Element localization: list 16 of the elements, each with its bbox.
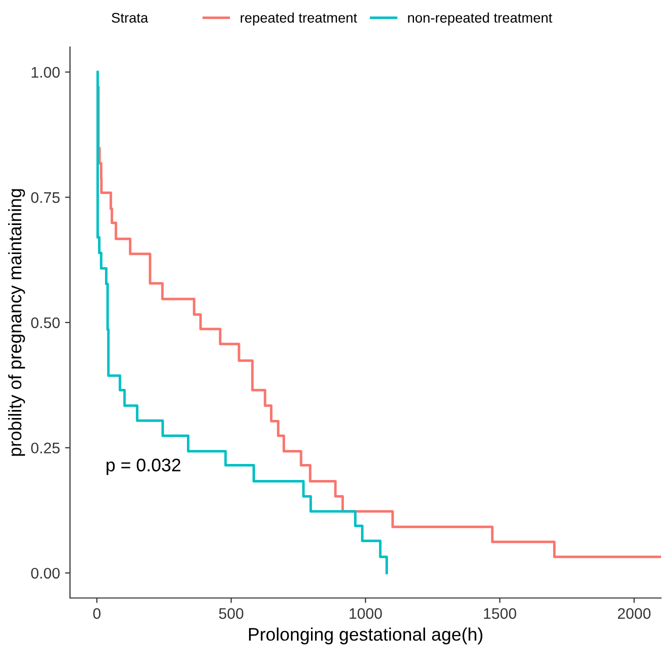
y-tick-label: 0.75 (31, 192, 60, 203)
x-tick-label: 500 (219, 608, 244, 619)
y-tick-label: 1.00 (32, 66, 60, 78)
annotation: p = 0.032 (106, 458, 180, 476)
x-axis-title: Prolonging gestational age(h) (249, 628, 482, 644)
legend-label: non-repeated treatment (408, 12, 552, 26)
y-axis-title: probility of pregnancy maintaining (8, 189, 25, 456)
y-tick-label: 0.25 (31, 442, 60, 454)
legend-label: repeated treatment (240, 12, 358, 26)
y-tick-label: 0.00 (31, 568, 60, 579)
x-tick-label: 1000 (350, 608, 382, 619)
x-tick-label: 2000 (618, 608, 651, 619)
x-tick-label: 1500 (484, 608, 516, 619)
y-tick-label: 0.50 (31, 317, 60, 328)
legend-title: Strata (112, 12, 148, 23)
x-tick-label: 0 (93, 608, 101, 619)
